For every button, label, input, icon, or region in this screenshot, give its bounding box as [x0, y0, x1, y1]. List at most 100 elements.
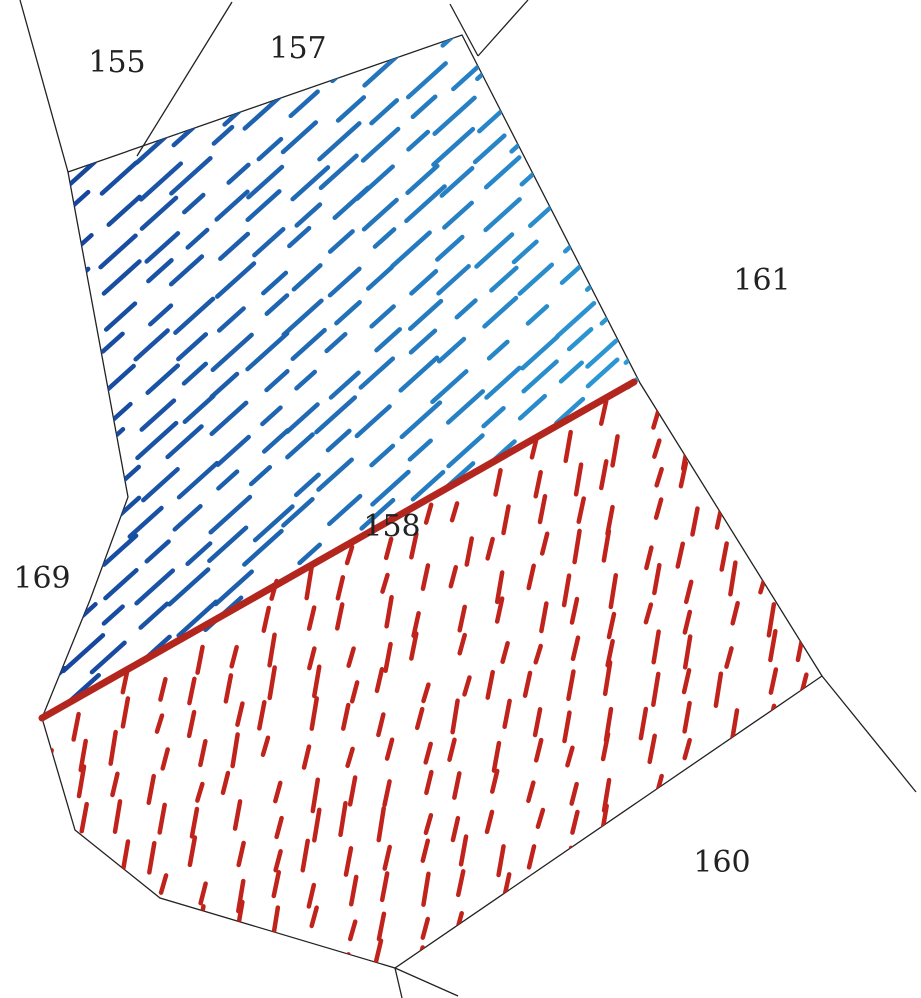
hatch-stroke: [729, 708, 740, 743]
hatch-stroke: [430, 369, 469, 405]
hatch-stroke: [511, 239, 539, 265]
hatch-stroke: [185, 541, 213, 567]
hatch-stroke: [715, 743, 726, 773]
hatch-stroke: [79, 871, 89, 905]
hatch-stroke: [654, 466, 664, 488]
hatch-stroke: [644, 545, 654, 571]
hatch-stroke: [701, 255, 735, 286]
hatch-stroke: [526, 563, 536, 591]
hatch-stroke: [145, 103, 170, 126]
hatch-stroke: [344, 544, 355, 566]
hatch-stroke: [599, 459, 609, 491]
hatch-stroke: [306, 882, 317, 909]
hatch-stroke: [559, 260, 587, 286]
hatch-stroke: [287, 225, 312, 249]
hatch-stroke: [185, 227, 210, 250]
hatch-stroke: [816, 35, 822, 62]
hatch-stroke: [483, 197, 522, 233]
hatch-stroke: [42, 371, 56, 396]
hatch-stroke: [591, 67, 620, 93]
hatch-stroke: [213, 569, 254, 607]
hatch-stroke: [288, 89, 320, 119]
hatch-stroke: [675, 541, 685, 569]
hatch-stroke: [187, 835, 198, 868]
hatching: [42, 35, 849, 980]
hatch-stroke: [42, 159, 54, 190]
hatch-stroke: [440, 35, 470, 48]
hatch-stroke: [539, 531, 550, 556]
hatch-stroke: [562, 710, 572, 744]
hatch-stroke: [817, 95, 822, 126]
hatch-stroke: [338, 800, 348, 838]
hatch-stroke: [293, 472, 321, 498]
hatch-stroke: [652, 849, 662, 877]
hatch-stroke: [257, 700, 267, 731]
hatch-stroke: [252, 504, 295, 543]
hatch-stroke: [726, 439, 736, 467]
hatch-stroke: [103, 568, 139, 601]
hatch-stroke: [839, 950, 844, 980]
hatch-stroke: [730, 600, 740, 626]
hatch-stroke: [843, 679, 848, 702]
hatch-stroke: [794, 167, 822, 192]
hatch-stroke: [61, 633, 106, 674]
hatch-stroke: [791, 737, 802, 762]
hatch-stroke: [491, 740, 502, 773]
hatch-stroke: [768, 628, 778, 663]
hatch-stroke: [839, 397, 844, 420]
hatch-stroke: [682, 737, 692, 761]
hatch-stroke: [642, 904, 653, 933]
hatch-stroke: [273, 849, 283, 873]
hatch-stroke: [792, 294, 802, 322]
hatch-stroke: [778, 35, 815, 57]
hatch-stroke: [458, 834, 469, 867]
hatch-stroke: [214, 261, 257, 299]
hatch-stroke: [748, 190, 778, 218]
hatch-stroke: [411, 611, 421, 638]
hatch-stroke: [105, 495, 142, 529]
hatch-stroke: [651, 671, 661, 707]
hatch-stroke: [176, 332, 209, 362]
hatch-stroke: [334, 602, 345, 631]
hatch-stroke: [799, 672, 809, 697]
hatch-stroke: [791, 846, 801, 869]
hatch-stroke: [349, 680, 360, 704]
hatch-stroke: [284, 402, 320, 435]
hatch-stroke: [327, 229, 355, 254]
hatch-stroke: [139, 398, 177, 432]
hatch-stroke: [208, 494, 253, 535]
hatch-stroke: [67, 465, 91, 487]
hatch-stroke: [786, 63, 816, 90]
hatch-stroke: [98, 233, 138, 270]
hatch-stroke: [552, 152, 595, 191]
hatch-stroke: [281, 298, 324, 337]
hatch-stroke: [728, 560, 738, 597]
hatch-stroke: [558, 360, 584, 384]
hatch-stroke: [566, 327, 594, 352]
hatch-stroke: [844, 264, 849, 285]
hatch-stroke: [100, 331, 125, 354]
hatch-stroke: [294, 369, 318, 391]
hatch-stroke: [306, 605, 317, 631]
hatch-stroke: [522, 670, 533, 698]
hatch-stroke: [383, 641, 393, 674]
hatch-stroke: [317, 121, 362, 162]
hatch-stroke: [423, 502, 434, 525]
hatch-stroke: [138, 161, 184, 202]
hatch-stroke: [245, 331, 290, 372]
hatch-stroke: [670, 264, 696, 288]
hatch-stroke: [341, 952, 351, 968]
hatch-stroke: [281, 496, 315, 528]
hatch-stroke: [312, 664, 322, 699]
hatch-stroke: [376, 806, 386, 843]
hatch-stroke: [380, 572, 390, 594]
hatch-stroke: [71, 711, 81, 742]
hatch-stroke: [837, 292, 842, 317]
hatch-stroke: [261, 428, 290, 454]
hatch-stroke: [214, 189, 250, 222]
hatch-stroke: [569, 596, 580, 625]
hatch-stroke: [537, 493, 548, 525]
parcel-label: 155: [88, 45, 145, 80]
hatch-stroke: [211, 124, 235, 146]
